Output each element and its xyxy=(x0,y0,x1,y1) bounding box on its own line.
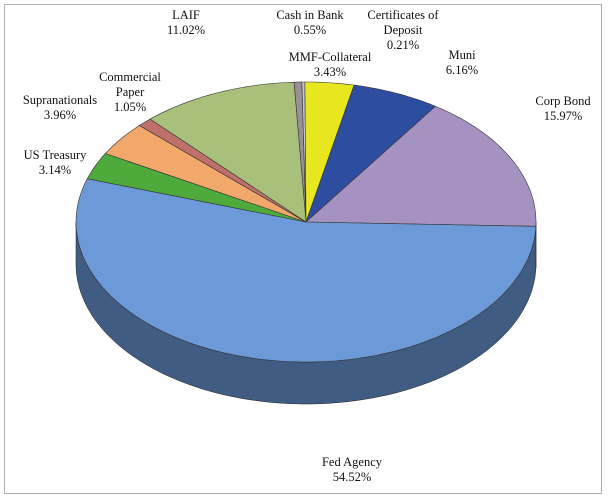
slice-label: Fed Agency 54.52% xyxy=(302,455,402,485)
value-label: 15.97% xyxy=(543,109,583,123)
chart-frame xyxy=(4,4,602,494)
slice-label: Muni 6.16% xyxy=(432,48,492,78)
value-label: 3.14% xyxy=(38,163,72,177)
category-label: US Treasury xyxy=(23,148,87,162)
slice xyxy=(305,84,437,223)
value-label: 3.96% xyxy=(43,108,77,122)
slice-label: Certificates of Deposit 0.21% xyxy=(357,8,449,53)
value-label: 0.55% xyxy=(293,23,327,37)
slice xyxy=(75,178,537,363)
slice xyxy=(104,125,307,223)
slice xyxy=(305,105,537,227)
value-label: 3.43% xyxy=(313,65,347,79)
slice-label: Corp Bond 15.97% xyxy=(523,94,603,124)
category-label: Corp Bond xyxy=(535,94,591,108)
category-label: Supranationals xyxy=(22,93,98,107)
value-label: 1.05% xyxy=(113,100,147,114)
category-label: Cash in Bank xyxy=(276,8,344,22)
slice-label: Commercial Paper 1.05% xyxy=(94,70,166,115)
slice xyxy=(304,81,355,223)
category-label: Certificates of Deposit xyxy=(367,8,439,37)
category-label: Fed Agency xyxy=(321,455,383,469)
slice-label: LAIF 11.02% xyxy=(146,8,226,38)
value-label: 11.02% xyxy=(166,23,206,37)
category-label: Muni xyxy=(448,48,476,62)
value-label: 6.16% xyxy=(445,63,479,77)
slice-label: MMF-Collateral 3.43% xyxy=(275,50,385,80)
category-label: Commercial Paper xyxy=(99,70,161,99)
value-label: 54.52% xyxy=(332,470,372,484)
value-label: 0.21% xyxy=(386,38,420,52)
slice-label: Supranationals 3.96% xyxy=(10,93,110,123)
category-label: MMF-Collateral xyxy=(288,50,372,64)
slice xyxy=(86,153,307,223)
slice xyxy=(149,81,307,223)
category-label: LAIF xyxy=(172,8,200,22)
slice-label: Cash in Bank 0.55% xyxy=(260,8,360,38)
slice-label: US Treasury 3.14% xyxy=(10,148,100,178)
